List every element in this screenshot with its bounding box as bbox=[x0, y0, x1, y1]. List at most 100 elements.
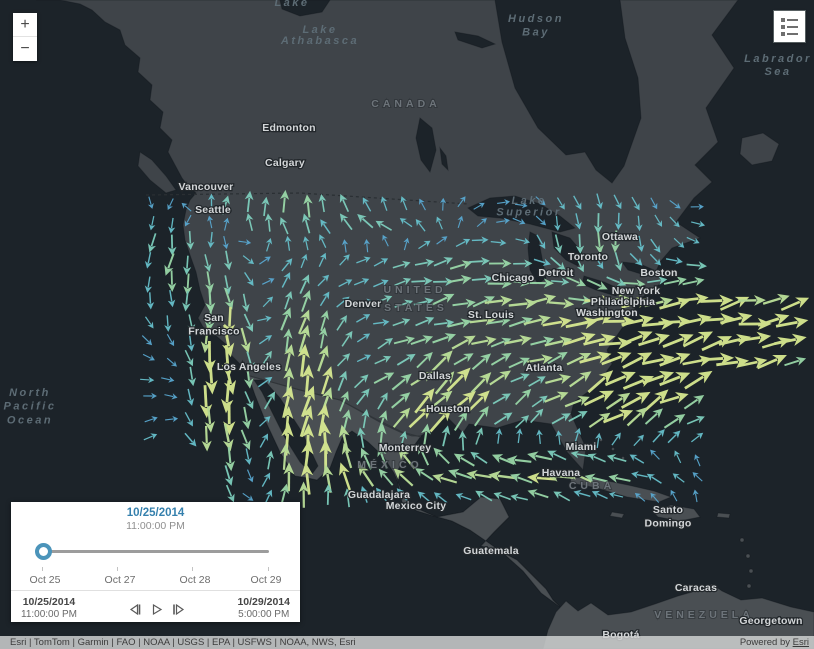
wind-arrow bbox=[646, 473, 662, 484]
esri-link[interactable]: Esri bbox=[792, 637, 809, 648]
wind-arrow bbox=[665, 256, 683, 265]
wind-arrow bbox=[633, 434, 644, 447]
wind-arrow bbox=[182, 255, 192, 275]
wind-arrow bbox=[452, 298, 476, 309]
wind-arrow bbox=[453, 453, 475, 467]
wind-arrow bbox=[302, 236, 310, 251]
wind-arrow bbox=[225, 446, 235, 472]
wind-arrow bbox=[659, 392, 689, 404]
play-button[interactable] bbox=[150, 602, 164, 617]
wind-arrow bbox=[472, 296, 495, 308]
wind-arrow bbox=[297, 343, 310, 377]
slider-thumb[interactable] bbox=[35, 543, 52, 560]
wind-arrow bbox=[436, 216, 443, 230]
wind-arrow bbox=[471, 274, 494, 284]
wind-arrow bbox=[544, 391, 569, 403]
wind-arrow bbox=[686, 415, 705, 425]
wind-arrow bbox=[184, 214, 192, 227]
wind-arrow bbox=[467, 390, 490, 412]
wind-arrow bbox=[408, 405, 433, 429]
range-start-time: 11:00:00 PM bbox=[21, 609, 77, 621]
wind-arrow bbox=[774, 333, 807, 346]
wind-arrow bbox=[165, 415, 179, 423]
wind-arrow bbox=[493, 492, 511, 501]
wind-arrow bbox=[555, 430, 563, 445]
wind-arrow bbox=[362, 197, 372, 212]
wind-arrow bbox=[682, 277, 705, 287]
wind-arrow bbox=[240, 327, 251, 354]
wind-arrow bbox=[302, 213, 311, 234]
wind-arrow bbox=[570, 450, 590, 459]
wind-arrow bbox=[164, 253, 175, 276]
wind-arrow bbox=[611, 432, 621, 446]
zoom-in-button[interactable]: + bbox=[13, 13, 37, 37]
wind-arrow bbox=[694, 454, 701, 467]
wind-arrow bbox=[610, 230, 620, 253]
wind-arrow bbox=[318, 326, 328, 349]
wind-arrow bbox=[535, 215, 547, 226]
map-label-cities: Dallas bbox=[419, 370, 451, 382]
wind-arrow bbox=[303, 194, 313, 218]
wind-arrow bbox=[672, 473, 685, 483]
wind-arrow bbox=[466, 469, 492, 480]
wind-arrow bbox=[166, 357, 177, 367]
slider-track[interactable] bbox=[43, 550, 269, 553]
wind-arrow bbox=[471, 353, 492, 371]
map-label-cities: Seattle bbox=[195, 204, 231, 216]
time-slider-panel: 10/25/2014 11:00:00 PM Oct 25 Oct 27 Oct… bbox=[11, 502, 300, 622]
wind-arrow bbox=[531, 395, 548, 408]
time-slider[interactable]: Oct 25 Oct 27 Oct 28 Oct 29 bbox=[11, 536, 300, 590]
wind-arrows-layer bbox=[140, 189, 810, 508]
wind-arrow bbox=[496, 217, 510, 225]
wind-arrow bbox=[358, 463, 375, 487]
wind-arrow bbox=[608, 491, 624, 499]
wind-arrow bbox=[205, 308, 215, 332]
map-label-cities: Edmonton bbox=[262, 122, 316, 134]
wind-arrow bbox=[471, 236, 489, 244]
wind-arrow bbox=[418, 443, 430, 466]
wind-arrow bbox=[318, 194, 327, 213]
wind-arrow bbox=[378, 468, 394, 486]
wind-arrow bbox=[337, 370, 348, 391]
map-label-cities: Atlanta bbox=[526, 362, 563, 374]
wind-arrow bbox=[433, 318, 455, 328]
step-forward-icon bbox=[173, 603, 185, 615]
wind-arrow bbox=[161, 376, 175, 383]
wind-arrow bbox=[284, 344, 295, 372]
wind-arrow bbox=[495, 428, 503, 444]
wind-arrow bbox=[414, 388, 435, 414]
map-label-cities: St. Louis bbox=[468, 309, 514, 321]
wind-arrow bbox=[283, 462, 295, 492]
wind-arrow bbox=[631, 196, 640, 211]
map-label-cities: Mexico City bbox=[386, 500, 447, 512]
wind-arrow bbox=[201, 425, 212, 452]
wind-arrow bbox=[492, 393, 511, 405]
wind-arrow bbox=[548, 298, 575, 309]
wind-arrow bbox=[433, 447, 450, 465]
wind-arrow bbox=[257, 315, 272, 323]
map-label-cities: Vancouver bbox=[179, 181, 234, 193]
wind-arrow bbox=[281, 258, 293, 272]
legend-button[interactable] bbox=[774, 11, 805, 42]
wind-arrow bbox=[490, 238, 507, 247]
zoom-out-button[interactable]: − bbox=[13, 37, 37, 61]
wind-arrow bbox=[396, 488, 408, 502]
wind-arrow bbox=[513, 259, 533, 268]
wind-arrow bbox=[550, 256, 566, 271]
wind-arrow bbox=[686, 261, 707, 270]
wind-arrow bbox=[146, 292, 155, 310]
wind-arrow bbox=[545, 374, 572, 385]
wind-arrow bbox=[144, 316, 154, 329]
wind-arrow bbox=[574, 427, 582, 443]
wind-arrow bbox=[544, 336, 573, 347]
wind-arrow bbox=[686, 236, 700, 244]
wind-arrow bbox=[244, 448, 252, 465]
wind-arrow bbox=[514, 388, 532, 406]
wind-arrow bbox=[222, 235, 229, 250]
wind-arrow bbox=[357, 213, 374, 229]
step-back-button[interactable] bbox=[127, 602, 144, 617]
wind-arrow bbox=[187, 334, 195, 352]
map-label-cities: Los Angeles bbox=[217, 361, 281, 373]
step-forward-button[interactable] bbox=[170, 602, 187, 617]
